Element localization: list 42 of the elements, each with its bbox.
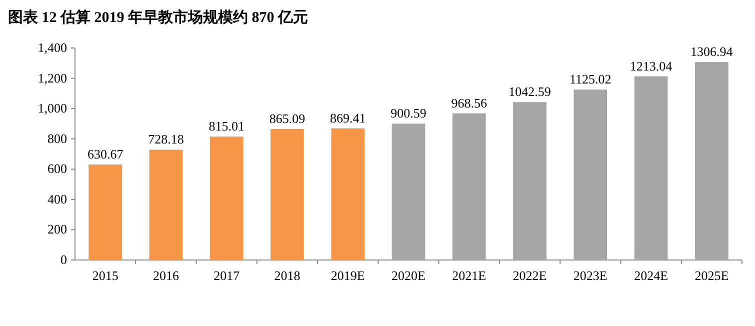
y-tick-label: 1,000: [38, 100, 67, 116]
bar: [270, 129, 304, 260]
bar: [452, 113, 486, 260]
data-label: 815.01: [208, 118, 244, 134]
bar: [574, 90, 608, 260]
bar: [513, 102, 546, 260]
data-label: 1125.02: [570, 72, 612, 87]
x-tick-label: 2015: [92, 268, 118, 283]
bar: [88, 164, 122, 260]
data-label: 1306.94: [690, 44, 734, 60]
y-tick-label: 1,200: [38, 70, 67, 86]
y-tick-label: 800: [48, 130, 67, 146]
bar: [392, 124, 426, 260]
x-tick-label: 2018: [274, 268, 300, 283]
x-tick-label: 2017: [214, 268, 240, 283]
data-label: 900.59: [390, 106, 426, 121]
bar: [634, 76, 668, 260]
data-label: 1213.04: [630, 58, 673, 74]
bar: [210, 136, 244, 260]
data-label: 630.67: [87, 146, 124, 162]
bar: [331, 128, 365, 260]
data-label: 1042.59: [508, 84, 551, 100]
bar: [149, 150, 183, 260]
y-tick-label: 1,400: [38, 40, 67, 55]
x-tick-label: 2024E: [634, 268, 668, 283]
x-tick-label: 2020E: [392, 268, 426, 283]
x-tick-label: 2021E: [452, 268, 486, 283]
y-tick-label: 600: [48, 161, 67, 176]
x-tick-label: 2025E: [694, 268, 729, 283]
y-tick-label: 0: [60, 252, 67, 267]
data-label: 869.41: [330, 110, 366, 126]
x-tick-label: 2016: [152, 268, 180, 283]
data-label: 968.56: [451, 95, 488, 110]
y-tick-label: 200: [48, 222, 67, 237]
x-tick-label: 2019E: [330, 268, 365, 283]
data-label: 728.18: [148, 132, 184, 147]
data-label: 865.09: [269, 111, 306, 126]
y-tick-label: 400: [48, 191, 67, 206]
x-tick-label: 2023E: [573, 268, 608, 283]
chart-title: 图表 12 估算 2019 年早教市场规模约 870 亿元: [8, 8, 308, 26]
x-tick-label: 2022E: [512, 268, 547, 283]
bar: [695, 62, 728, 260]
